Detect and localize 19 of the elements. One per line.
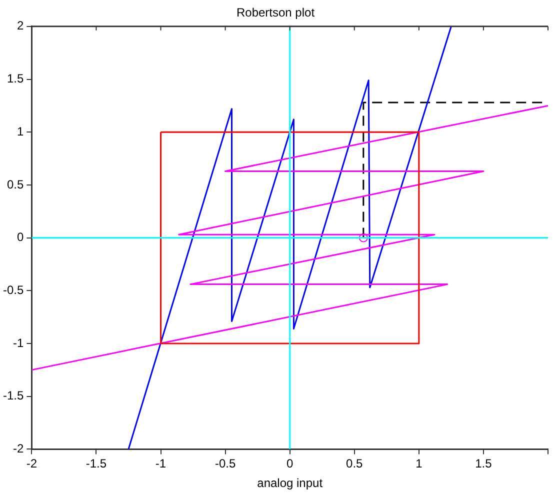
x-tick-label: -1.5 bbox=[86, 456, 107, 471]
y-tick-label: -2 bbox=[13, 442, 24, 456]
x-tick-label: -0.5 bbox=[214, 456, 236, 471]
y-tick-label: 1 bbox=[16, 124, 24, 138]
x-tick-label: 0.5 bbox=[346, 456, 364, 471]
y-tick-label: 2 bbox=[16, 18, 24, 33]
x-tick-label: 1 bbox=[416, 456, 423, 471]
x-tick-label: 1.5 bbox=[475, 456, 492, 471]
x-tick-label: -1 bbox=[155, 456, 166, 471]
y-tick-label: 0.5 bbox=[6, 177, 24, 192]
x-axis-title: analog input bbox=[257, 476, 324, 490]
y-tick-label: -1 bbox=[13, 336, 24, 350]
y-tick-label: -1.5 bbox=[2, 388, 24, 403]
y-tick-label: 1.5 bbox=[6, 72, 24, 86]
x-tick-label: -2 bbox=[26, 456, 38, 471]
x-tick-label: 0 bbox=[286, 456, 294, 471]
chart-title: Robertson plot bbox=[236, 6, 316, 20]
y-tick-label: -0.5 bbox=[2, 282, 24, 297]
y-tick-label: 0 bbox=[16, 230, 24, 244]
